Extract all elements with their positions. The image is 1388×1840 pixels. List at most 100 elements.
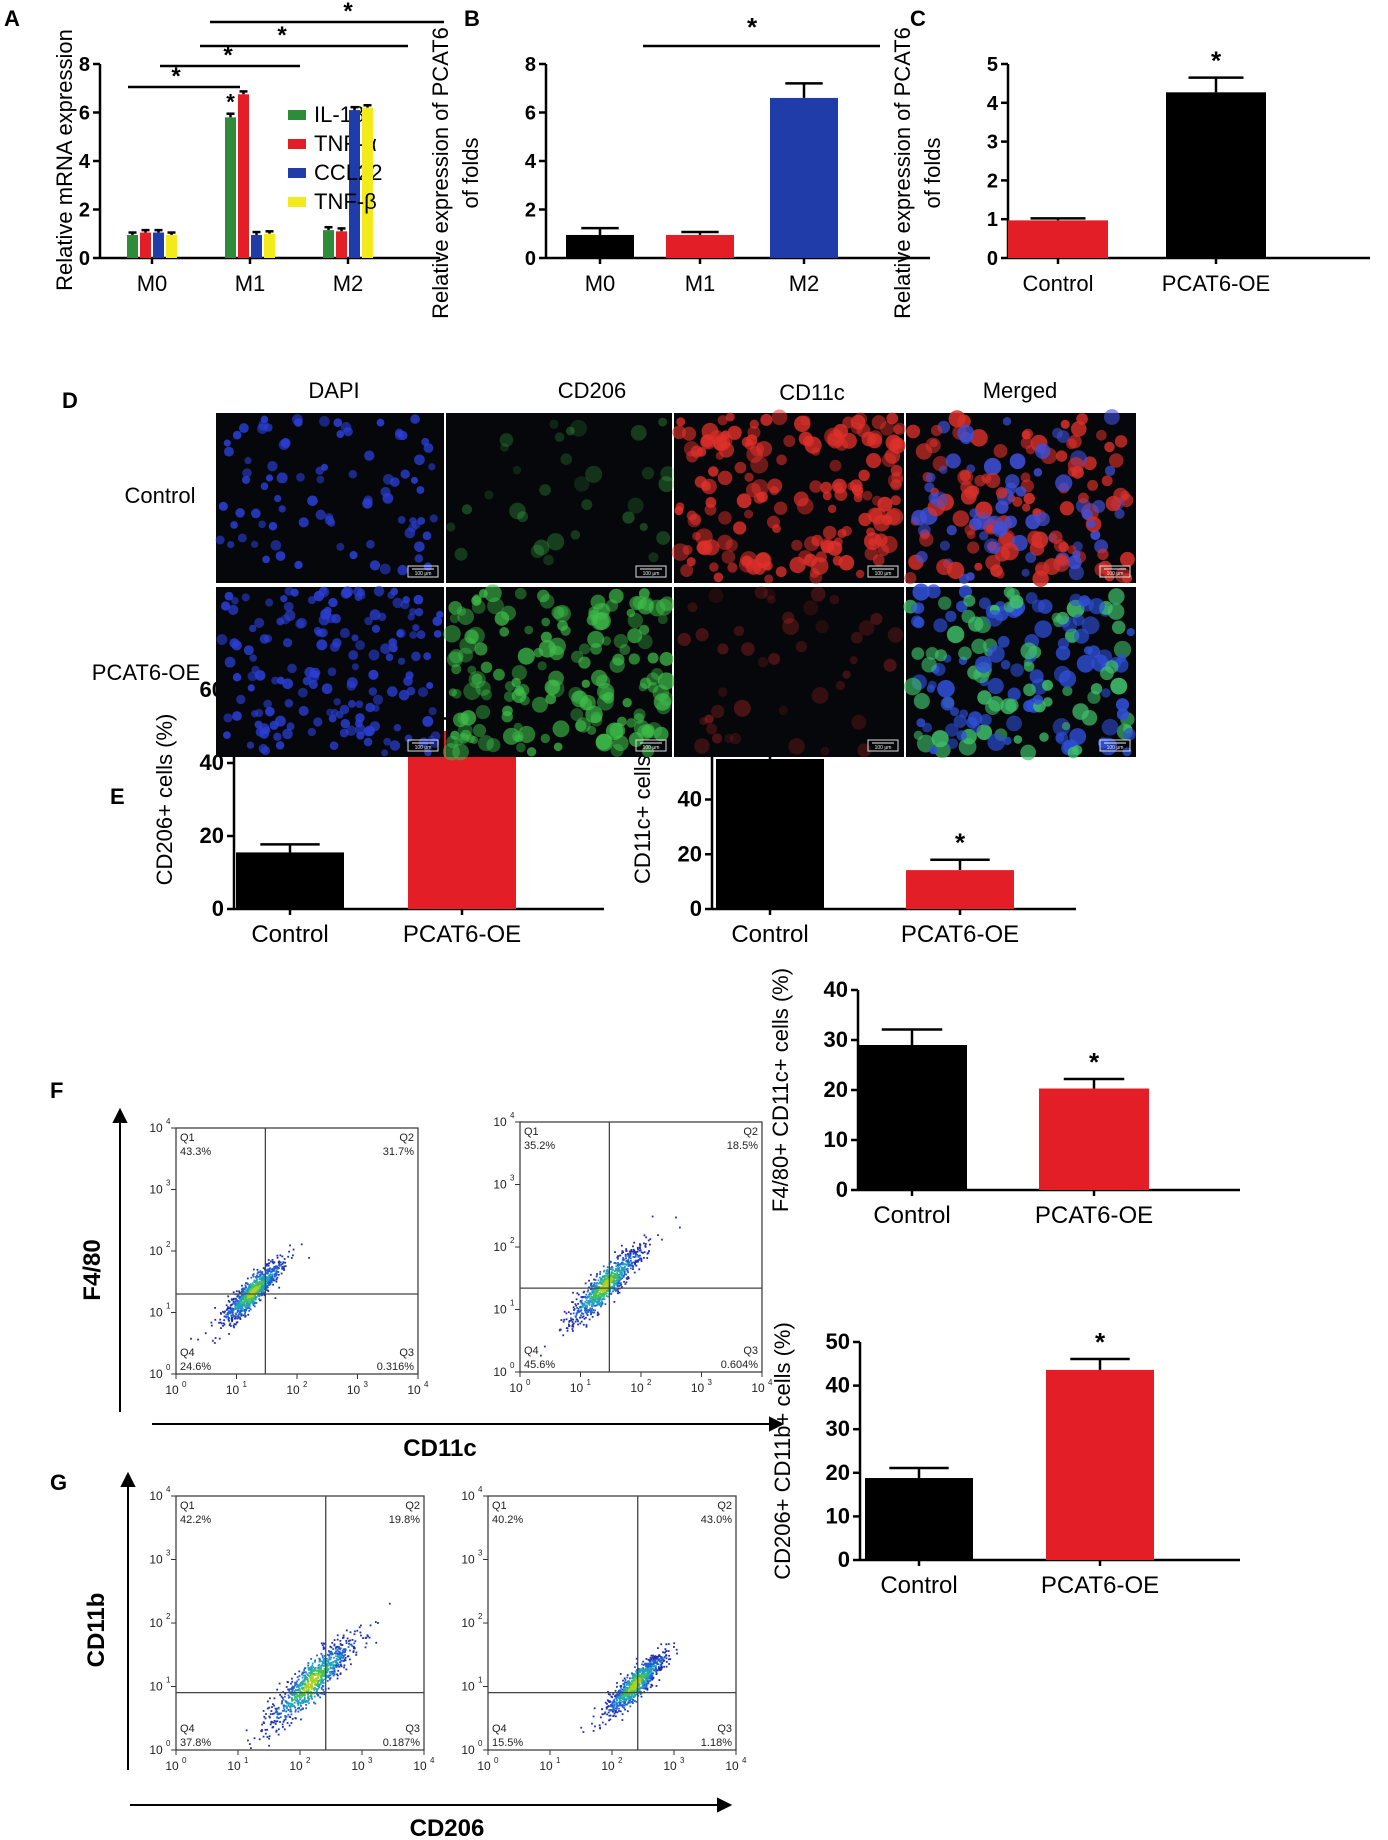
micrograph-cell xyxy=(250,540,259,549)
scale-bar-label: 100 μm xyxy=(875,745,892,751)
f2-event xyxy=(625,1249,628,1252)
g2-event xyxy=(616,1707,618,1710)
micrograph-cell xyxy=(741,555,753,567)
f1-event xyxy=(262,1280,265,1283)
f2-event xyxy=(622,1275,625,1278)
f2-event xyxy=(586,1290,589,1293)
f1-event xyxy=(271,1277,274,1279)
g2-event xyxy=(628,1677,631,1680)
g1-event xyxy=(339,1664,342,1667)
f2-event xyxy=(619,1272,622,1274)
g2-event xyxy=(594,1725,596,1728)
micrograph-cell xyxy=(633,713,645,724)
g1-event xyxy=(301,1699,304,1702)
micrograph-cell xyxy=(1083,646,1093,655)
f1-event xyxy=(281,1267,284,1270)
g2-event xyxy=(622,1701,625,1704)
micrograph-cell xyxy=(700,481,711,492)
f2-event xyxy=(593,1291,596,1294)
f2-event xyxy=(599,1302,602,1305)
g2-event xyxy=(665,1654,667,1657)
g2-event xyxy=(645,1664,648,1667)
g2-event xyxy=(660,1658,663,1661)
f1-event xyxy=(275,1271,278,1274)
micrograph-cell xyxy=(638,588,650,599)
micrograph-cell xyxy=(486,738,501,753)
g1-event xyxy=(298,1696,301,1699)
g2-event xyxy=(622,1683,625,1685)
f2-event xyxy=(595,1289,598,1291)
micrograph-cell xyxy=(1025,514,1041,530)
f2-event xyxy=(599,1293,602,1296)
f1-event xyxy=(284,1265,287,1268)
g2-event xyxy=(627,1680,629,1683)
micrograph-cell xyxy=(329,741,339,751)
f2-event xyxy=(625,1281,628,1284)
f1-event xyxy=(236,1303,239,1306)
micrograph-cell xyxy=(278,505,286,513)
micrograph-cell xyxy=(454,547,468,561)
g1-event xyxy=(266,1707,269,1710)
c-ytick-label-1: 1 xyxy=(987,209,998,231)
f2-event xyxy=(586,1314,589,1317)
micrograph-cell xyxy=(612,735,629,752)
g1-xtick-label-3: 10 xyxy=(351,1759,365,1773)
g2-event xyxy=(642,1675,644,1678)
g2-event xyxy=(641,1669,644,1672)
f2-event xyxy=(576,1292,579,1295)
micrograph-cell xyxy=(871,495,883,506)
g1-event xyxy=(329,1651,332,1654)
f1-event xyxy=(250,1299,253,1302)
g1-event xyxy=(320,1681,322,1684)
g1-event xyxy=(307,1695,310,1698)
f2-event xyxy=(584,1304,587,1307)
g1-event xyxy=(335,1660,337,1663)
micrograph-cell xyxy=(862,490,873,501)
g1-event xyxy=(356,1629,359,1632)
c-ytick-label-3: 3 xyxy=(987,132,998,154)
f1-event xyxy=(268,1275,270,1277)
micrograph-cell xyxy=(417,687,429,698)
micrograph-cell xyxy=(945,723,959,737)
g2-event xyxy=(602,1713,604,1716)
f1-event xyxy=(280,1272,283,1275)
g1-event xyxy=(298,1689,301,1692)
micrograph-cell xyxy=(436,610,444,619)
g2-event xyxy=(645,1684,648,1687)
micrograph-cell xyxy=(262,555,270,564)
f1-event xyxy=(234,1300,237,1303)
micrograph-cell xyxy=(931,491,948,508)
micrograph-cell xyxy=(595,734,614,752)
g1-event xyxy=(274,1707,277,1710)
f1-event xyxy=(227,1315,229,1318)
g1-event xyxy=(306,1700,309,1702)
f1-event xyxy=(228,1317,231,1320)
f2-event xyxy=(593,1293,596,1295)
g1-event xyxy=(377,1622,379,1624)
scale-bar-box xyxy=(867,565,899,578)
g1-event xyxy=(303,1696,306,1699)
g1-event xyxy=(344,1648,347,1650)
micrograph-cell xyxy=(276,472,288,484)
g2-event xyxy=(648,1676,651,1679)
f2-event xyxy=(596,1303,599,1306)
f2-event xyxy=(600,1303,603,1306)
f1-event xyxy=(240,1298,243,1300)
g1-event xyxy=(261,1723,264,1726)
g2-event xyxy=(649,1656,652,1659)
f1-event xyxy=(241,1296,244,1299)
g2-event xyxy=(667,1650,670,1652)
f1-event xyxy=(258,1275,261,1278)
f2-event xyxy=(621,1263,624,1265)
g2-event xyxy=(649,1673,652,1676)
micrograph-cell xyxy=(369,609,381,621)
f1-event xyxy=(245,1308,248,1311)
f2-event xyxy=(615,1274,618,1277)
g2-event xyxy=(661,1656,664,1659)
f2-event xyxy=(592,1284,595,1287)
f1-q4-value: 24.6% xyxy=(180,1361,211,1373)
g2-event xyxy=(648,1674,650,1677)
g2-event xyxy=(642,1664,645,1666)
f1-event xyxy=(266,1270,269,1273)
g1-event xyxy=(360,1634,362,1637)
